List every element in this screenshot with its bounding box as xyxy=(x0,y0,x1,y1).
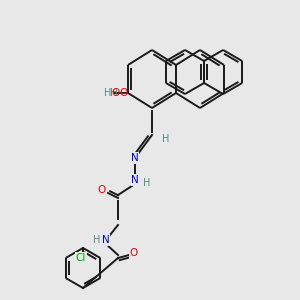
Text: O: O xyxy=(98,185,106,195)
Text: N: N xyxy=(102,235,110,245)
Text: O: O xyxy=(120,88,128,98)
Text: O: O xyxy=(112,88,120,98)
Text: H: H xyxy=(162,134,170,144)
Text: H: H xyxy=(143,178,151,188)
Text: O: O xyxy=(130,248,138,258)
Text: N: N xyxy=(131,153,139,163)
Text: N: N xyxy=(131,175,139,185)
Text: H: H xyxy=(93,235,101,245)
Text: H: H xyxy=(104,88,112,98)
Text: H: H xyxy=(110,88,118,98)
Text: Cl: Cl xyxy=(76,253,86,263)
